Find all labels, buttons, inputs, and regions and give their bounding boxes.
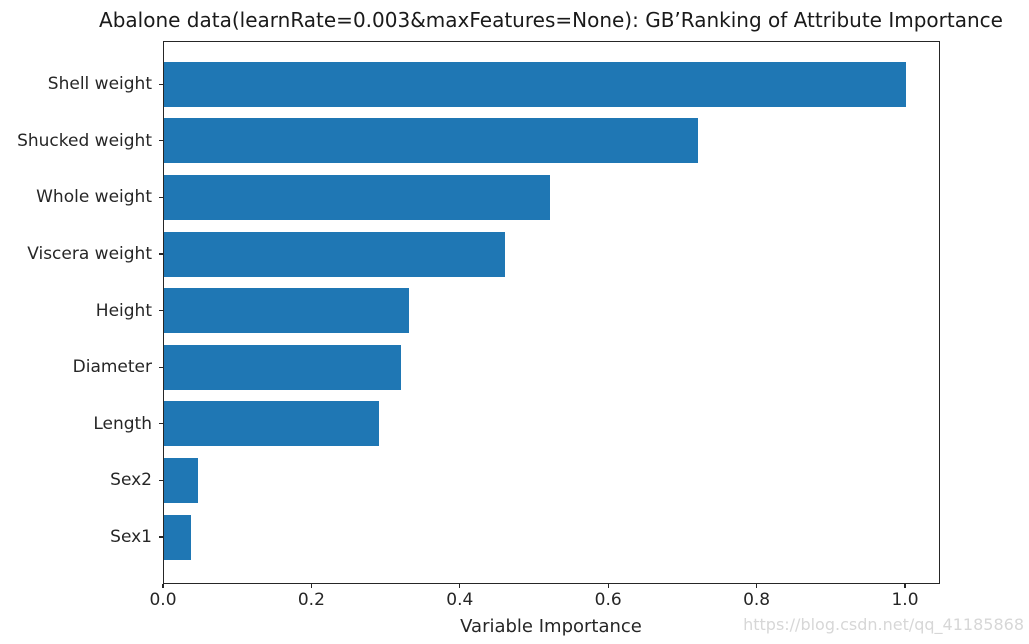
y-tick-label-viscera-weight: Viscera weight [27, 244, 152, 264]
y-tick-label-height: Height [95, 300, 152, 321]
y-tick-mark [159, 83, 163, 85]
watermark-text: https://blog.csdn.net/qq_41185868 [743, 615, 1024, 634]
y-tick-label-shell-weight: Shell weight [47, 74, 152, 95]
x-tick-mark [607, 584, 609, 588]
y-tick-mark [159, 479, 163, 482]
y-tick-mark [159, 309, 163, 312]
y-tick-label-length: Length [93, 413, 152, 434]
bar-viscera-weight [164, 231, 505, 277]
bar-whole-weight [164, 174, 550, 220]
y-tick-label-sex1: Sex1 [110, 527, 152, 547]
x-tick-mark [162, 584, 164, 588]
x-tick-label-0-8: 0.8 [743, 590, 771, 610]
y-tick-mark [159, 536, 163, 538]
y-tick-mark [159, 253, 163, 255]
x-tick-mark [310, 584, 313, 588]
x-axis-label: Variable Importance [460, 616, 642, 637]
bar-sex1 [164, 514, 191, 560]
y-tick-label-diameter: Diameter [72, 357, 152, 378]
x-tick-label-1-0: 1.0 [891, 590, 919, 610]
y-tick-label-whole-weight: Whole weight [36, 187, 152, 208]
y-tick-mark [159, 196, 163, 199]
y-tick-mark [159, 423, 163, 425]
x-tick-label-0-2: 0.2 [297, 590, 325, 610]
y-tick-mark [159, 366, 163, 368]
bar-shell-weight [164, 61, 906, 107]
y-tick-label-sex2: Sex2 [110, 470, 152, 491]
x-tick-mark [459, 584, 461, 588]
x-tick-mark [904, 584, 906, 588]
bar-diameter [164, 344, 401, 390]
x-tick-mark [755, 584, 758, 588]
bar-shucked-weight [164, 118, 698, 164]
bar-length [164, 401, 379, 447]
x-tick-label-0-0: 0.0 [149, 590, 177, 610]
chart-title: Abalone data(learnRate=0.003&maxFeatures… [99, 8, 1003, 32]
y-tick-label-shucked-weight: Shucked weight [17, 130, 152, 151]
x-tick-label-0-6: 0.6 [594, 590, 622, 610]
y-tick-mark [159, 140, 163, 142]
bar-height [164, 288, 409, 334]
bar-sex2 [164, 457, 198, 503]
x-tick-label-0-4: 0.4 [446, 590, 474, 610]
